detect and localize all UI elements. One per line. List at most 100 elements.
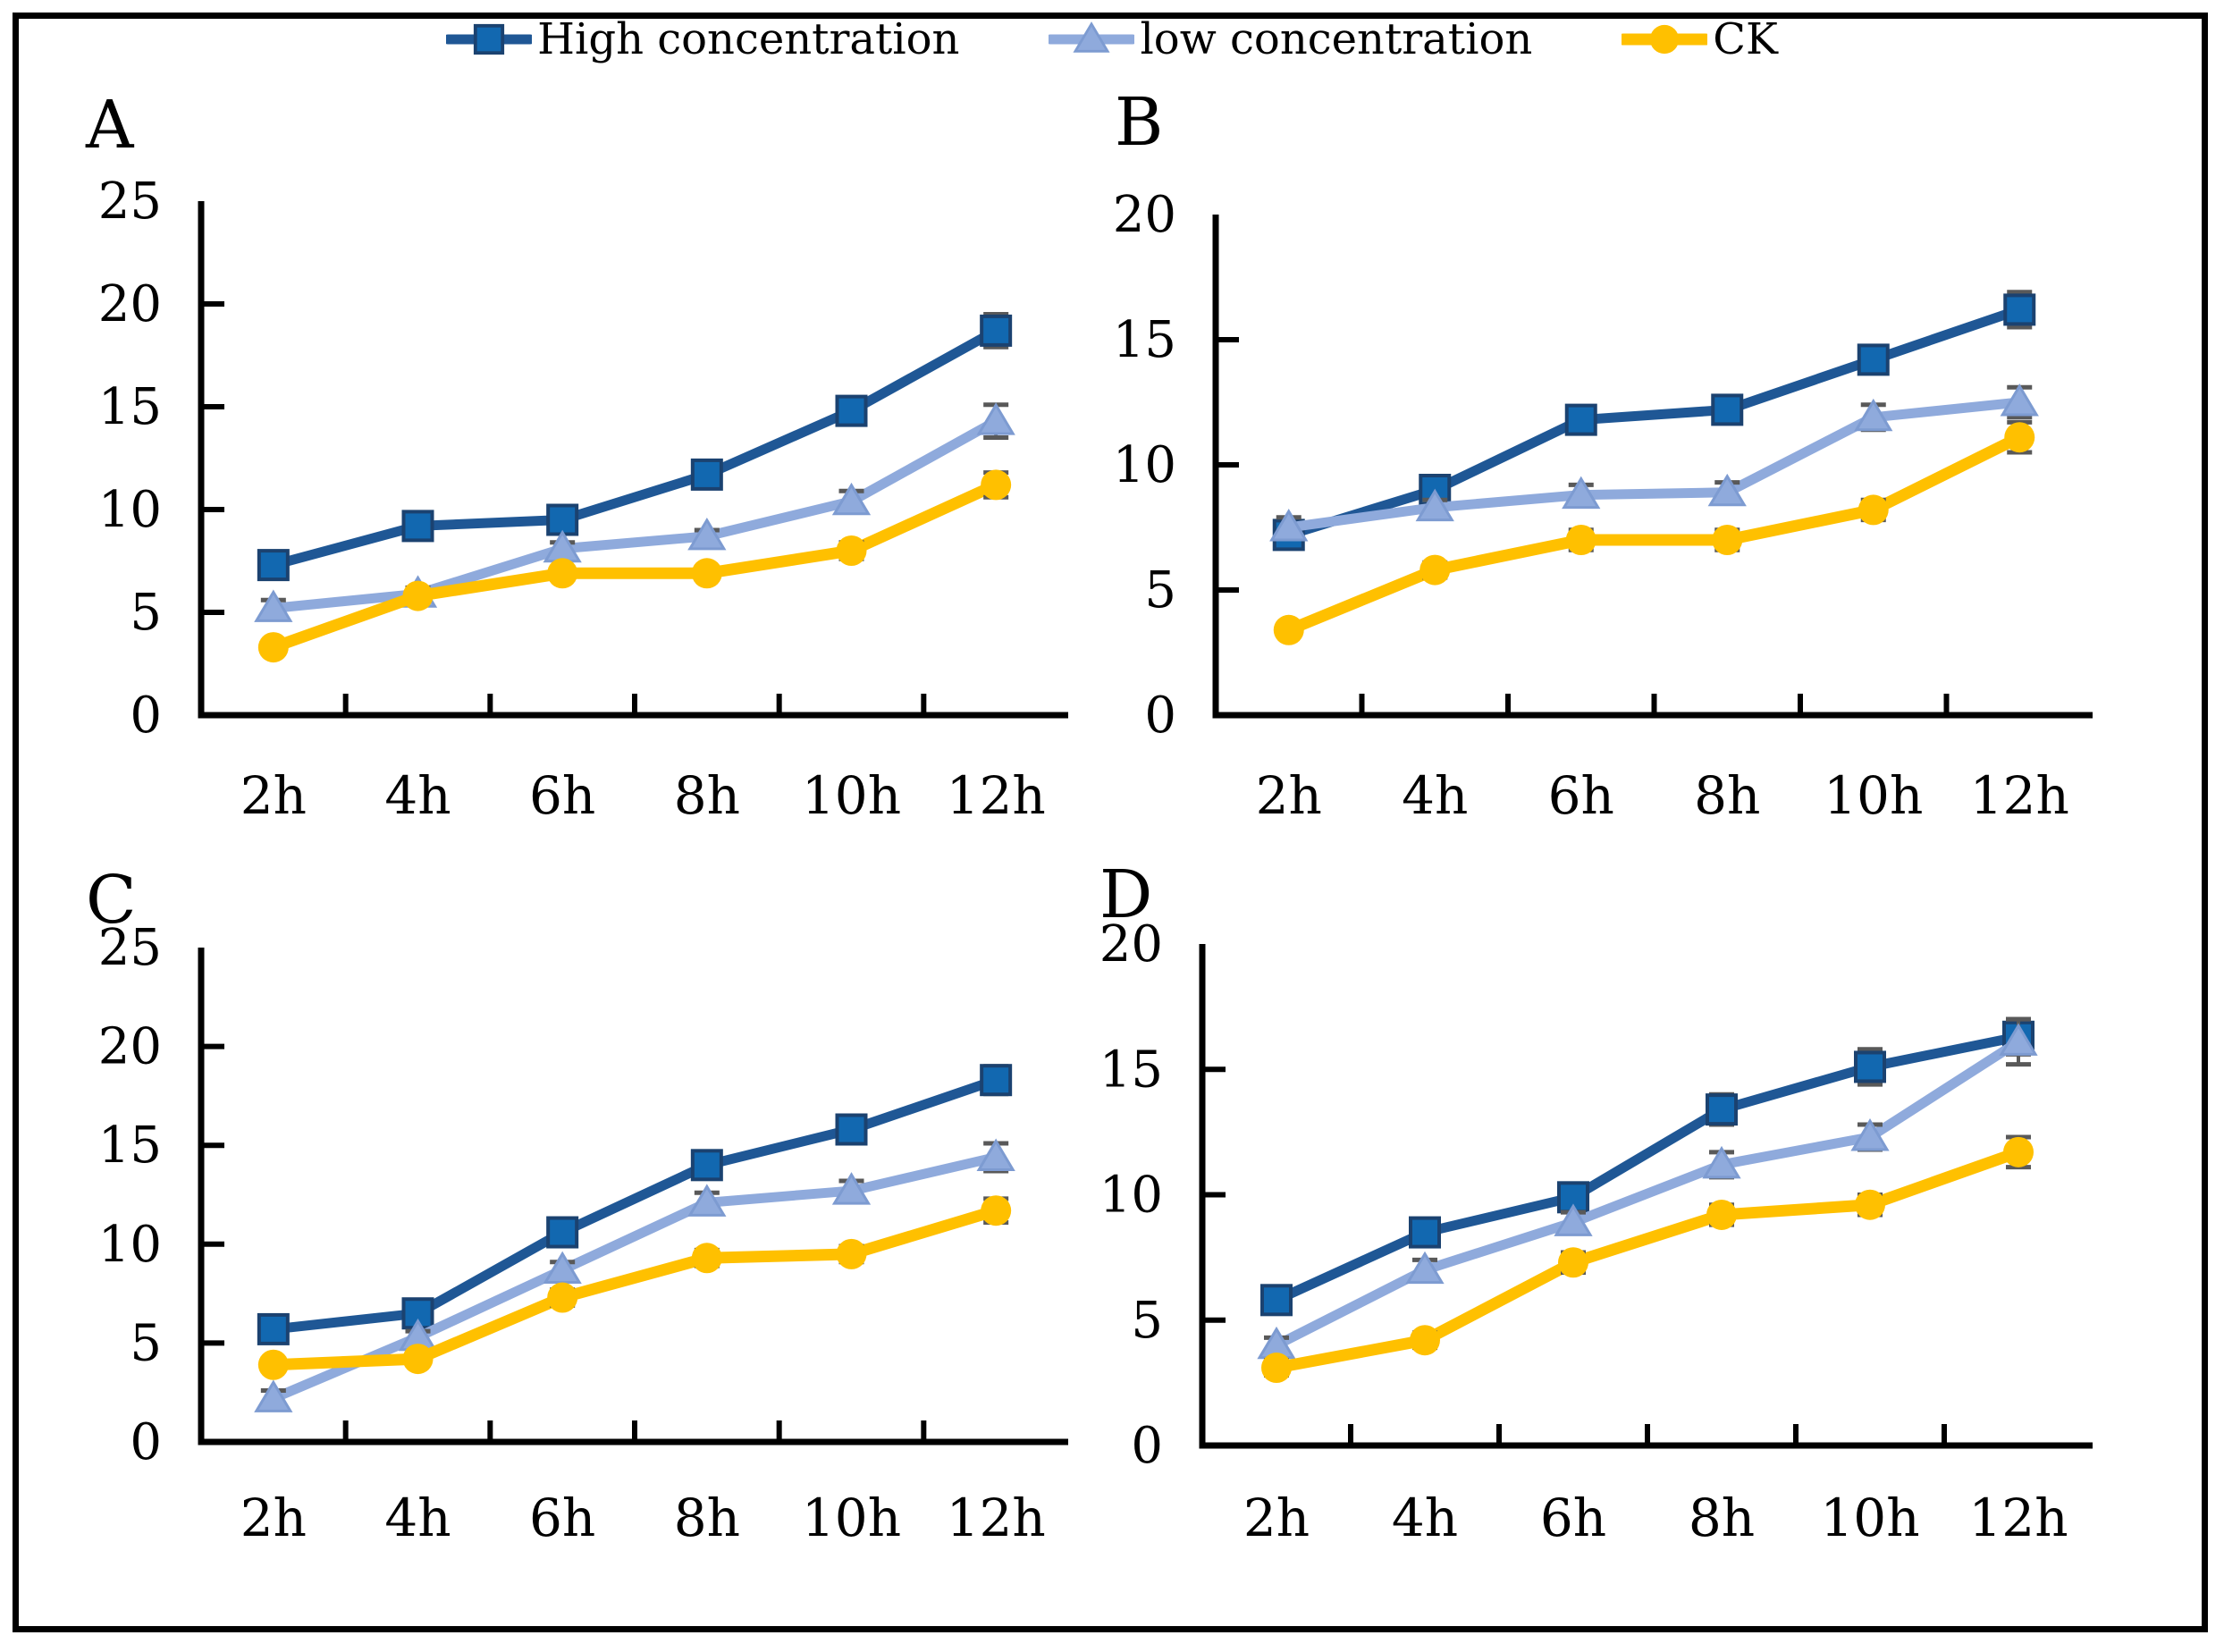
marker-triangle: [687, 1184, 727, 1217]
series-line: [1270, 1146, 2025, 1374]
x-tick-label: 6h: [529, 765, 595, 826]
panel-label-D: D: [1099, 856, 1152, 933]
marker-circle: [547, 1282, 578, 1313]
series-line: [267, 478, 1002, 653]
y-tick-label: 25: [98, 173, 162, 231]
x-tick-label: 4h: [1402, 765, 1468, 826]
marker-triangle: [1702, 1145, 1741, 1179]
series-triangle: [254, 402, 1015, 622]
x-tick-label: 10h: [802, 1488, 901, 1548]
marker-triangle: [2000, 384, 2039, 417]
marker-triangle: [1999, 1023, 2038, 1056]
x-tick-label: 10h: [1824, 765, 1923, 826]
marker-square: [835, 1113, 868, 1146]
y-tick-label: 0: [1131, 1417, 1163, 1475]
y-tick-label: 15: [98, 1117, 162, 1175]
y-tick-label: 15: [98, 378, 162, 436]
legend-label-low: low concentration: [1140, 14, 1533, 64]
legend-marker-ck-circle-icon: [1622, 24, 1708, 55]
x-tick-label: 4h: [384, 765, 451, 826]
marker-circle: [547, 558, 578, 589]
marker-triangle: [831, 482, 872, 516]
series-triangle: [254, 1138, 1015, 1412]
legend-item-high-concentration: High concentration: [446, 14, 959, 64]
y-tick-label: 5: [130, 584, 162, 642]
y-tick-label: 20: [1099, 915, 1163, 974]
y-tick-label: 10: [1099, 1167, 1163, 1225]
y-tick-label: 0: [130, 687, 162, 745]
y-tick-label: 15: [1113, 311, 1176, 369]
marker-triangle: [1554, 1203, 1593, 1236]
marker-circle: [1858, 494, 1889, 526]
series-circle: [1261, 1134, 2034, 1384]
marker-circle: [981, 1195, 1012, 1226]
marker-circle: [1261, 1353, 1292, 1384]
x-tick-label: 12h: [1968, 1488, 2068, 1548]
legend-marker-low-triangle-icon: [1049, 21, 1135, 53]
x-tick-label: 8h: [674, 765, 740, 826]
marker-circle: [1706, 1199, 1737, 1230]
series-circle: [257, 1195, 1012, 1380]
x-tick-label: 4h: [384, 1488, 451, 1548]
y-tick-label: 0: [1144, 687, 1176, 745]
marker-circle: [1419, 554, 1451, 586]
y-tick-label: 25: [98, 919, 162, 977]
series-line: [268, 325, 1001, 570]
marker-square: [257, 549, 290, 582]
y-tick-label: 10: [98, 481, 162, 539]
marker-circle: [1712, 525, 1743, 555]
y-tick-label: 15: [1099, 1041, 1163, 1099]
legend-marker-high-square-icon: [446, 23, 533, 55]
marker-circle: [1410, 1325, 1440, 1356]
marker-triangle: [976, 1138, 1015, 1171]
marker-circle: [402, 1344, 434, 1375]
marker-circle: [2003, 1136, 2034, 1167]
marker-circle: [981, 469, 1012, 501]
x-tick-label: 6h: [1540, 1488, 1606, 1548]
series-line: [1284, 304, 2025, 540]
x-tick-label: 10h: [802, 765, 901, 826]
marker-circle: [836, 1238, 867, 1269]
x-tick-label: 12h: [947, 1488, 1046, 1548]
chart-legend: High concentration low concentration CK: [0, 14, 2224, 64]
marker-triangle: [831, 1172, 872, 1205]
x-tick-label: 2h: [1243, 1488, 1310, 1548]
series-square: [1260, 1016, 2034, 1317]
marker-square: [690, 1149, 723, 1182]
legend-item-ck: CK: [1622, 14, 1778, 64]
marker-square: [1409, 1216, 1441, 1249]
marker-circle: [1650, 24, 1680, 55]
marker-square: [1857, 343, 1890, 376]
marker-square: [1564, 403, 1597, 436]
x-tick-label: 6h: [1548, 765, 1614, 826]
series-line: [268, 1151, 1001, 1403]
series-line: [1284, 397, 2025, 533]
marker-square: [257, 1312, 290, 1345]
series-circle: [1273, 419, 2035, 645]
series-line: [267, 1204, 1002, 1371]
y-tick-label: 5: [130, 1314, 162, 1372]
legend-label-ck: CK: [1713, 14, 1778, 64]
series-triangle: [1257, 1016, 2038, 1360]
x-tick-label: 8h: [1689, 1488, 1755, 1548]
marker-circle: [257, 632, 289, 663]
marker-square: [690, 458, 723, 491]
marker-triangle: [1073, 21, 1111, 53]
legend-label-high: High concentration: [537, 14, 960, 64]
marker-triangle: [1850, 1118, 1890, 1151]
series-square: [257, 1064, 1013, 1345]
marker-triangle: [1562, 476, 1601, 510]
series-line: [268, 416, 1001, 613]
marker-triangle: [254, 589, 293, 622]
marker-circle: [2004, 422, 2035, 453]
marker-square: [546, 503, 579, 536]
marker-square: [401, 510, 434, 543]
y-tick-label: 5: [1131, 1292, 1163, 1350]
marker-triangle: [976, 402, 1015, 435]
marker-square: [1854, 1050, 1886, 1083]
series-triangle: [1269, 384, 2039, 542]
marker-square: [1706, 1093, 1738, 1126]
y-tick-label: 5: [1144, 561, 1176, 620]
